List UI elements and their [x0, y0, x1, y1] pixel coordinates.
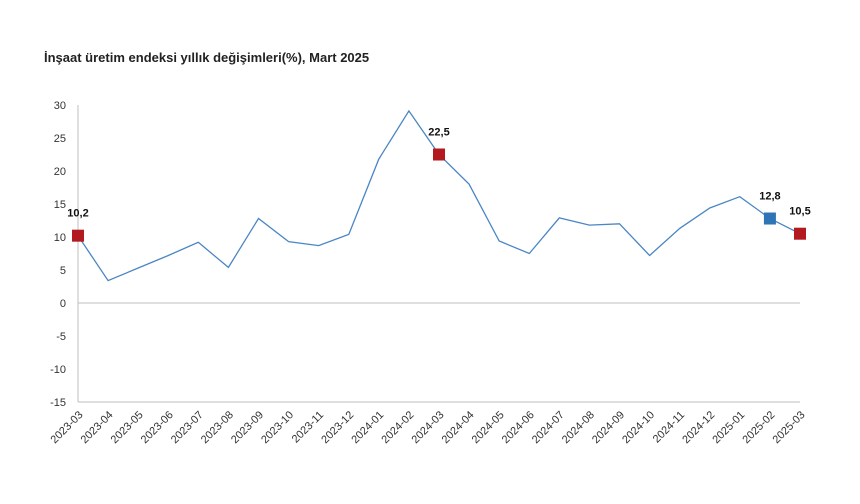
- y-tick-label: 15: [54, 199, 66, 211]
- x-tick-label: 2023-03: [49, 409, 86, 446]
- x-tick-label: 2023-10: [259, 409, 296, 446]
- y-tick-label: -10: [50, 364, 66, 376]
- x-tick-label: 2024-08: [560, 409, 597, 446]
- x-tick-label: 2024-04: [440, 409, 477, 446]
- y-tick-label: 30: [54, 100, 66, 112]
- y-axis: 30 25 20 15 10 5 0 -5 -10 -15: [50, 100, 79, 409]
- x-tick-label: 2024-03: [410, 409, 447, 446]
- x-tick-label: 2024-05: [470, 409, 507, 446]
- x-tick-label: 2024-10: [620, 409, 657, 446]
- x-tick-label: 2025-02: [740, 409, 777, 446]
- x-tick-label: 2023-04: [79, 409, 116, 446]
- x-tick-label: 2024-02: [379, 409, 416, 446]
- chart-title: İnşaat üretim endeksi yıllık değişimleri…: [44, 50, 370, 65]
- x-tick-label: 2025-01: [710, 409, 747, 446]
- y-tick-label: 25: [54, 133, 66, 145]
- markers-group: 10,2 22,5 12,8 10,5: [67, 127, 811, 242]
- x-tick-label: 2024-01: [349, 409, 386, 446]
- x-tick-label: 2023-08: [199, 409, 236, 446]
- data-marker: [763, 212, 776, 225]
- y-tick-label: -5: [56, 331, 66, 343]
- data-label: 10,5: [789, 206, 810, 218]
- x-tick-label: 2023-12: [319, 409, 356, 446]
- data-label: 10,2: [67, 208, 88, 220]
- y-tick-label: 5: [60, 265, 66, 277]
- y-tick-label: 0: [60, 298, 66, 310]
- x-tick-label: 2023-07: [169, 409, 206, 446]
- data-marker: [72, 229, 84, 242]
- data-marker: [433, 148, 445, 161]
- x-tick-label: 2023-05: [109, 409, 146, 446]
- x-tick-label: 2024-12: [680, 409, 717, 446]
- x-axis: 2023-032023-042023-052023-062023-072023-…: [49, 302, 808, 446]
- x-tick-label: 2023-09: [229, 409, 266, 446]
- y-tick-label: -15: [50, 397, 66, 409]
- y-tick-label: 20: [54, 166, 66, 178]
- y-tick-label: 10: [54, 232, 66, 244]
- x-tick-label: 2024-07: [530, 409, 567, 446]
- x-tick-label: 2024-06: [500, 409, 537, 446]
- x-tick-label: 2024-09: [590, 409, 627, 446]
- x-tick-label: 2025-03: [771, 409, 808, 446]
- data-label: 12,8: [759, 191, 780, 203]
- data-marker: [794, 227, 806, 240]
- data-label: 22,5: [428, 127, 449, 139]
- x-tick-label: 2023-06: [139, 409, 176, 446]
